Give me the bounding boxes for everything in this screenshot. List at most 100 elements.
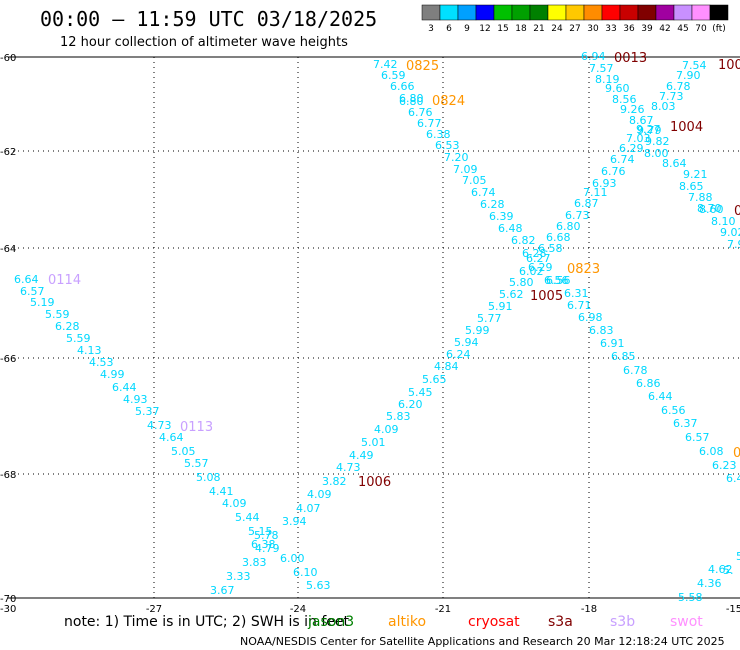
- colorbar-swatch: [439, 4, 459, 21]
- swh-value: 8.65: [679, 180, 704, 193]
- swh-value: 6.80: [556, 220, 581, 233]
- lon-label: -30: [0, 604, 16, 615]
- colorbar-label: 18: [515, 24, 527, 34]
- swh-value: 3.83: [242, 556, 267, 569]
- swh-value: 4.79: [255, 542, 280, 555]
- swh-value: 5.59: [66, 332, 91, 345]
- swh-value: 6.64: [14, 273, 39, 286]
- colorbar-swatch: [547, 4, 567, 21]
- track-label: 0825: [406, 59, 439, 74]
- track-label: 1004: [670, 120, 703, 135]
- swh-value: 3.94: [282, 515, 307, 528]
- swh-value: 6.56: [544, 274, 569, 287]
- swh-value: 5.05: [171, 445, 196, 458]
- swh-value: 6.91: [600, 337, 625, 350]
- swh-value: 6.71: [567, 299, 592, 312]
- swh-value: 5.62: [499, 288, 524, 301]
- legend-altiko: altiko: [388, 614, 426, 630]
- swh-value: 5.57: [184, 457, 209, 470]
- swh-value: 4.41: [209, 485, 234, 498]
- swh-value: 4.09: [307, 488, 332, 501]
- colorbar-swatch: [529, 4, 549, 21]
- track-label: 0823: [567, 262, 600, 277]
- legend-s3a: s3a: [548, 614, 573, 630]
- swh-value: 4.73: [147, 419, 172, 432]
- track-label: 0824: [432, 94, 465, 109]
- swh-value: 6.29: [528, 261, 553, 274]
- swh-value: 7.11: [583, 186, 608, 199]
- swh-value: 3.82: [322, 475, 347, 488]
- swh-value: 4.09: [374, 423, 399, 436]
- swh-value: 6.77: [417, 117, 442, 130]
- swh-value: 8.19: [595, 73, 620, 86]
- swh-value: 6.28: [480, 198, 505, 211]
- colorbar-label: 3: [428, 24, 434, 34]
- swh-value: 6.39: [489, 210, 514, 223]
- legend-jason3: jason3: [307, 614, 354, 630]
- swh-value: 5.: [723, 564, 734, 577]
- map-subtitle: 12 hour collection of altimeter wave hei…: [60, 35, 348, 50]
- swh-value: 4.09: [222, 497, 247, 510]
- colorbar-label: 24: [551, 24, 563, 34]
- swh-value: 9.21: [683, 168, 708, 181]
- swh-value: 6.76: [408, 106, 433, 119]
- colorbar-label: 12: [479, 24, 490, 34]
- swh-value: 4.36: [697, 577, 722, 590]
- swh-value: 7.03: [626, 132, 651, 145]
- swh-value: 9.26: [620, 103, 645, 116]
- colorbar-swatch: [565, 4, 585, 21]
- swh-value: 5.15: [248, 525, 273, 538]
- swh-value: 3.67: [210, 584, 235, 597]
- swh-value: 4.73: [336, 461, 361, 474]
- swh-value: 6.80: [399, 92, 424, 105]
- track-labels: 0114 0113 0825 0824 0823 0013 1004 1005 1006 100 0…: [48, 51, 740, 490]
- swh-value: 5.19: [30, 296, 55, 309]
- swh-value: 4.49: [349, 449, 374, 462]
- swh-value: 6.48: [498, 222, 523, 235]
- swh-value: 6.74: [610, 153, 635, 166]
- swh-value: 9.60: [605, 82, 630, 95]
- swh-value: 8.67: [629, 114, 654, 127]
- swh-value: 7.9: [727, 238, 740, 251]
- colorbar-swatch: [511, 4, 531, 21]
- lon-label: -21: [435, 604, 451, 615]
- swh-value: 6.58: [538, 242, 563, 255]
- swh-value: 7.05: [462, 174, 487, 187]
- swh-value: 7.73: [659, 90, 684, 103]
- swh-value: 7.54: [682, 59, 707, 72]
- swh-value: 6.78: [666, 80, 691, 93]
- swh-value: 5.77: [477, 312, 502, 325]
- swh-value: 4.07: [296, 502, 321, 515]
- lon-label: -27: [146, 604, 162, 615]
- swh-value: 4.62: [708, 563, 733, 576]
- colorbar-label: 27: [569, 24, 580, 34]
- colorbar-label: (ft): [712, 24, 726, 34]
- swh-value: 5.65: [422, 373, 447, 386]
- swh-value: 9.79: [637, 124, 662, 137]
- swh-value: 5.83: [386, 410, 411, 423]
- swh-value: 6.38: [426, 128, 451, 141]
- swh-value: 6.56: [546, 274, 571, 287]
- colorbar-swatch: [421, 4, 441, 21]
- swh-value: 6.00: [280, 552, 305, 565]
- lon-label: -24: [290, 604, 306, 615]
- colorbar-label: 45: [677, 24, 688, 34]
- swh-value: 6.44: [112, 381, 137, 394]
- swh-value: 6.76: [601, 165, 626, 178]
- lat-label: -66: [0, 354, 16, 365]
- colorbar-label: 6: [446, 24, 452, 34]
- track-label: 0113: [180, 420, 213, 435]
- credit-text: NOAA/NESDIS Center for Satellite Applica…: [240, 635, 725, 648]
- lat-label: -62: [0, 147, 16, 158]
- swh-value: 6.83: [589, 324, 614, 337]
- colorbar-swatch: [709, 4, 729, 21]
- colorbar-label: 30: [587, 24, 599, 34]
- swh-value: 4.93: [123, 393, 148, 406]
- swh-value: 5.01: [361, 436, 386, 449]
- lat-label: -60: [0, 53, 16, 64]
- swh-value: 8.00: [644, 147, 669, 160]
- swh-value: 8.03: [651, 100, 676, 113]
- swh-value: 6.56: [661, 404, 686, 417]
- note-text: note: 1) Time is in UTC; 2) SWH is in fe…: [64, 614, 350, 630]
- track-label: 0114: [48, 273, 81, 288]
